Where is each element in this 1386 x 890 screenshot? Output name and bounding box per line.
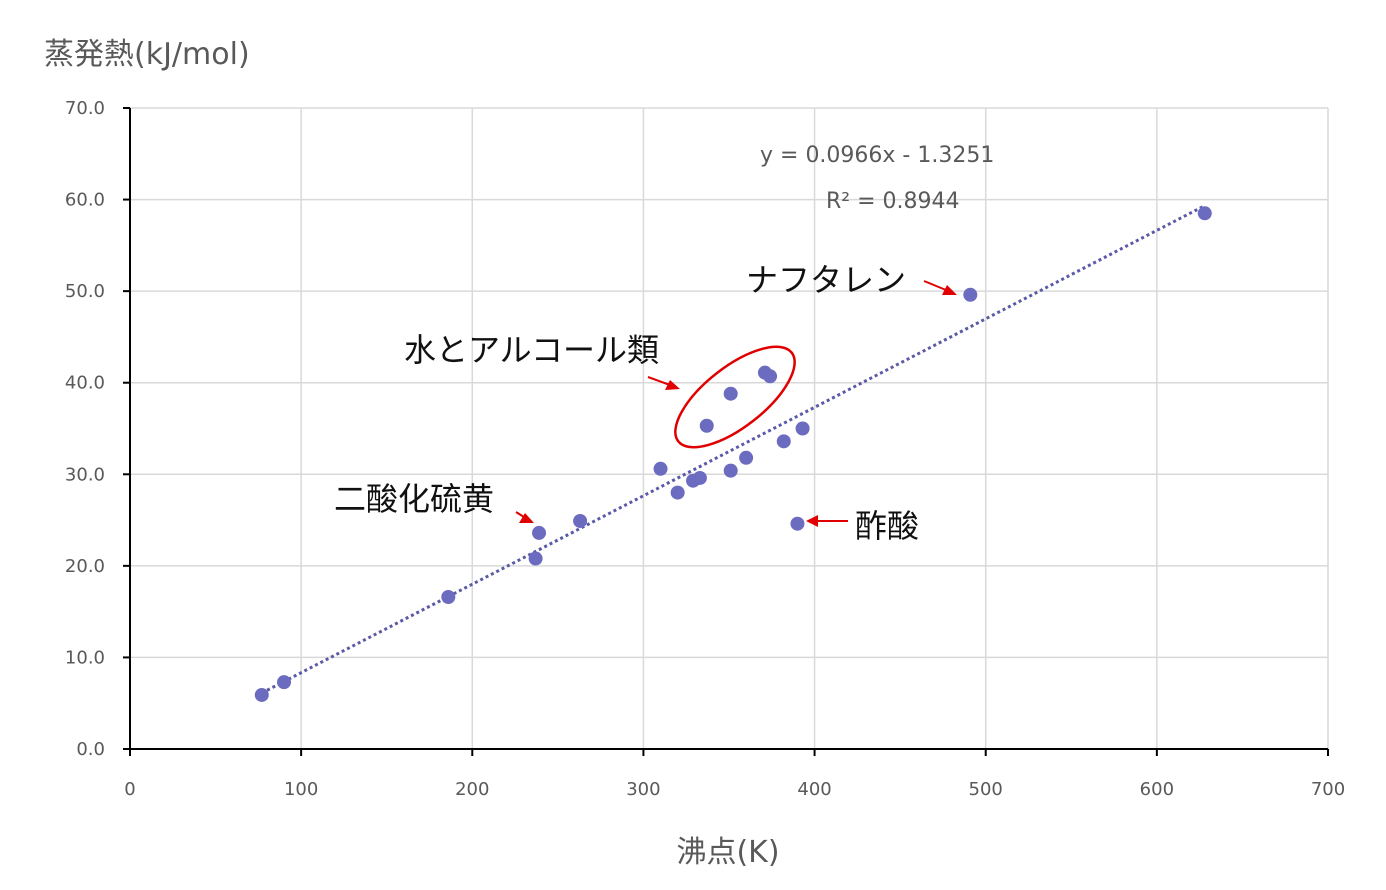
trendline-layer (261, 204, 1206, 695)
data-point (723, 386, 738, 401)
x-tick-label: 400 (797, 779, 831, 800)
arrowhead-sulfur-dioxide (519, 513, 534, 523)
y-tick-label: 40.0 (65, 373, 105, 394)
highlight-ellipse (674, 345, 796, 449)
x-tick-label: 600 (1140, 779, 1174, 800)
y-tick-label: 0.0 (76, 739, 105, 760)
y-tick-label: 60.0 (65, 190, 105, 211)
data-point (763, 369, 778, 384)
axes (123, 107, 1329, 756)
arrow-water-alcohols (647, 376, 671, 386)
data-point (254, 687, 269, 702)
y-tick-label: 70.0 (65, 98, 105, 119)
data-point (532, 525, 547, 540)
data-points (254, 206, 1212, 702)
arrowhead-acetic-acid (806, 515, 818, 527)
data-point (795, 421, 810, 436)
arrowhead-naphthalene (942, 285, 957, 295)
trendline (261, 204, 1206, 695)
data-point (573, 513, 588, 528)
x-tick-label: 500 (969, 779, 1003, 800)
annotation-sulfur-dioxide: 二酸化硫黄 (334, 480, 494, 518)
x-tick-label: 300 (626, 779, 660, 800)
annotation-naphthalene: ナフタレン (746, 261, 906, 299)
x-tick-label: 200 (455, 779, 489, 800)
trendline-r2: R² = 0.8944 (826, 189, 960, 214)
data-point (776, 434, 791, 449)
data-point (277, 675, 292, 690)
annotation-water-alcohols: 水とアルコール類 (404, 331, 659, 369)
data-point (1197, 206, 1212, 221)
data-point (441, 589, 456, 604)
x-tick-label: 100 (284, 779, 318, 800)
x-tick-label: 0 (124, 779, 135, 800)
data-point (963, 287, 978, 302)
data-point (723, 463, 738, 478)
grid-lines (130, 107, 1329, 749)
data-point (699, 418, 714, 433)
x-tick-label: 700 (1311, 779, 1345, 800)
data-point (670, 485, 685, 500)
y-tick-label: 20.0 (65, 556, 105, 577)
y-tick-label: 30.0 (65, 464, 105, 485)
y-tick-label: 10.0 (65, 647, 105, 668)
arrow-naphthalene (923, 280, 947, 291)
data-point (739, 450, 754, 465)
data-point (790, 516, 805, 531)
y-axis-title: 蒸発熱(kJ/mol) (44, 37, 250, 72)
arrowhead-water-alcohols (665, 380, 680, 390)
trendline-equation: y = 0.0966x - 1.3251 (760, 143, 994, 168)
data-point (692, 470, 707, 485)
annotation-acetic-acid: 酢酸 (855, 507, 919, 545)
y-tick-label: 50.0 (65, 281, 105, 302)
data-point (653, 461, 668, 476)
tick-labels: 0.0 10.0 20.0 30.0 40.0 50.0 60.0 70.0 0 100 200 30… (65, 98, 1345, 800)
x-axis-title: 沸点(K) (676, 835, 779, 870)
arrow-sulfur-dioxide (515, 511, 525, 518)
data-point (528, 551, 543, 566)
